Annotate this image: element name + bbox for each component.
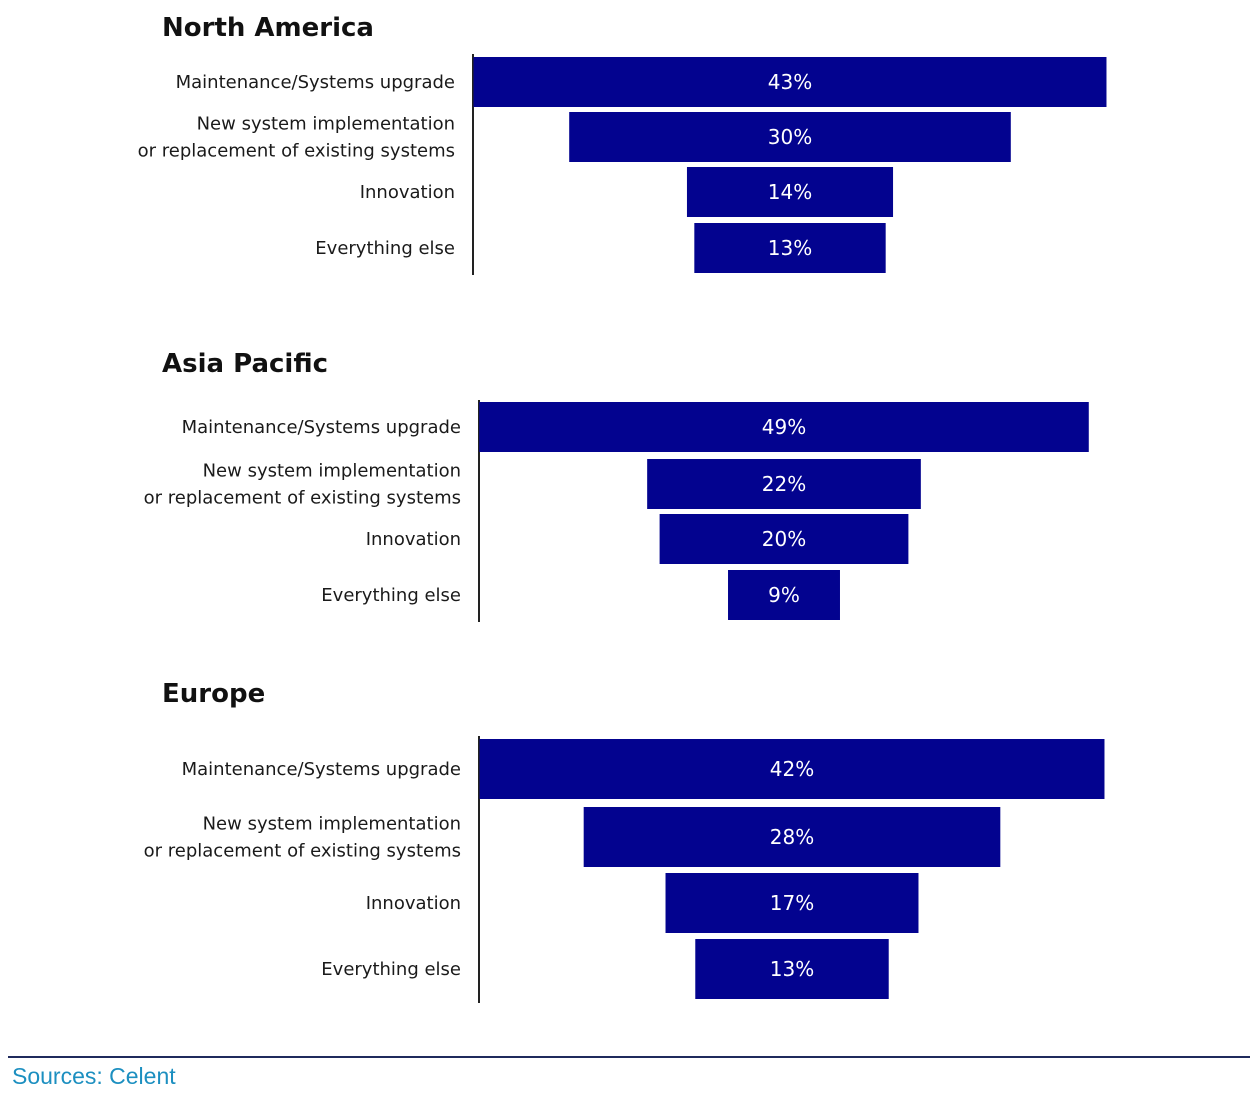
bar-value-label: 9% <box>768 583 800 607</box>
panel-1: North America 43% Maintenance/Systems upgr… <box>138 13 1107 275</box>
category-label: Maintenance/Systems upgrade <box>182 759 461 780</box>
bar <box>647 459 921 509</box>
bar-value-label: 20% <box>762 527 806 551</box>
bar <box>686 167 894 217</box>
bar <box>665 873 919 933</box>
funnel-chart-figure: North America 43% Maintenance/Systems upgr… <box>138 13 1107 1003</box>
bar-value-label: 14% <box>768 180 812 204</box>
bar-value-label: 30% <box>768 125 812 149</box>
bar <box>479 402 1089 452</box>
bar <box>569 112 1011 162</box>
panel-title: Europe <box>162 679 265 709</box>
category-label: Innovation <box>366 893 461 914</box>
bar-value-label: 13% <box>770 957 814 981</box>
bar-value-label: 22% <box>762 472 806 496</box>
bar-value-label: 13% <box>768 236 812 260</box>
bar <box>695 939 889 999</box>
bar <box>479 739 1105 799</box>
panel-title: Asia Pacific <box>162 349 328 379</box>
category-label: New system implementation or replacement … <box>138 114 455 162</box>
bar <box>583 807 1001 867</box>
category-label: Innovation <box>360 182 455 203</box>
bar <box>473 57 1107 107</box>
panel-3: Europe 42% Maintenance/Systems upgrade 28% N… <box>144 679 1105 1003</box>
bar <box>694 223 886 273</box>
bar-value-label: 28% <box>770 825 814 849</box>
bar <box>659 514 909 564</box>
footer-divider <box>8 1056 1250 1058</box>
category-label: Everything else <box>315 238 455 259</box>
category-label: Everything else <box>321 959 461 980</box>
panel-2: Asia Pacific 49% Maintenance/Systems upgra… <box>144 349 1089 622</box>
bar-value-label: 42% <box>770 757 814 781</box>
bar <box>728 570 840 620</box>
category-label: Innovation <box>366 529 461 550</box>
source-note: Sources: Celent <box>12 1063 176 1089</box>
category-label: Maintenance/Systems upgrade <box>176 72 455 93</box>
bar-value-label: 17% <box>770 891 814 915</box>
bar-value-label: 49% <box>762 415 806 439</box>
category-label: New system implementation or replacement … <box>144 814 461 862</box>
category-label: New system implementation or replacement … <box>144 461 461 509</box>
category-label: Everything else <box>321 585 461 606</box>
bar-value-label: 43% <box>768 70 812 94</box>
category-label: Maintenance/Systems upgrade <box>182 417 461 438</box>
panel-title: North America <box>162 13 374 43</box>
